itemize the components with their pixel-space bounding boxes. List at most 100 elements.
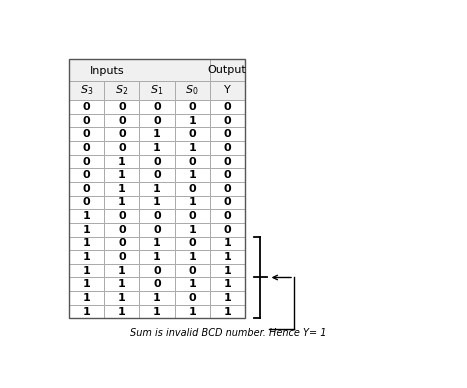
Bar xyxy=(104,250,140,264)
Text: 0: 0 xyxy=(118,252,126,262)
Text: 0: 0 xyxy=(223,102,231,112)
Bar xyxy=(210,100,245,114)
Text: 0: 0 xyxy=(153,170,161,180)
Bar xyxy=(69,264,104,277)
Text: 1: 1 xyxy=(118,293,126,303)
Text: Y: Y xyxy=(224,85,231,95)
Bar xyxy=(104,196,140,209)
Bar xyxy=(175,264,210,277)
Bar xyxy=(104,141,140,155)
Text: 0: 0 xyxy=(223,129,231,139)
Bar xyxy=(210,114,245,127)
Bar xyxy=(140,114,175,127)
Text: 1: 1 xyxy=(118,170,126,180)
Text: 1: 1 xyxy=(118,197,126,208)
Bar xyxy=(69,168,104,182)
Bar xyxy=(69,291,104,305)
Bar xyxy=(69,59,210,81)
Bar xyxy=(175,209,210,223)
Text: 0: 0 xyxy=(83,102,91,112)
Bar xyxy=(104,277,140,291)
Bar xyxy=(104,81,140,100)
Bar xyxy=(104,182,140,196)
Text: 0: 0 xyxy=(223,143,231,153)
Text: 0: 0 xyxy=(188,238,196,248)
Text: 0: 0 xyxy=(118,116,126,126)
Bar xyxy=(69,100,104,114)
Bar xyxy=(69,209,104,223)
Text: $S_2$: $S_2$ xyxy=(115,83,128,97)
Bar xyxy=(104,127,140,141)
Bar xyxy=(140,305,175,319)
Text: Inputs: Inputs xyxy=(90,66,125,76)
Bar xyxy=(210,168,245,182)
Bar xyxy=(104,155,140,168)
Bar xyxy=(210,182,245,196)
Bar xyxy=(210,264,245,277)
Text: 1: 1 xyxy=(83,266,91,275)
Text: 1: 1 xyxy=(83,307,91,317)
Text: 1: 1 xyxy=(223,238,231,248)
Bar xyxy=(140,141,175,155)
Text: 1: 1 xyxy=(188,307,196,317)
Text: 1: 1 xyxy=(153,197,161,208)
Bar xyxy=(104,168,140,182)
Text: 0: 0 xyxy=(118,238,126,248)
Bar xyxy=(69,196,104,209)
Bar xyxy=(175,277,210,291)
Bar xyxy=(69,305,104,319)
Bar xyxy=(104,264,140,277)
Bar xyxy=(175,155,210,168)
Bar xyxy=(69,182,104,196)
Text: 0: 0 xyxy=(223,197,231,208)
Text: 0: 0 xyxy=(153,279,161,289)
Bar xyxy=(210,127,245,141)
Text: 0: 0 xyxy=(83,197,91,208)
Bar xyxy=(140,127,175,141)
Text: 0: 0 xyxy=(83,116,91,126)
Bar xyxy=(210,305,245,319)
Text: 0: 0 xyxy=(223,116,231,126)
Text: 1: 1 xyxy=(83,252,91,262)
Text: 0: 0 xyxy=(153,266,161,275)
Bar xyxy=(175,223,210,237)
Bar xyxy=(104,223,140,237)
Text: 0: 0 xyxy=(118,225,126,235)
Text: 0: 0 xyxy=(188,129,196,139)
Text: 0: 0 xyxy=(188,211,196,221)
Text: 1: 1 xyxy=(188,170,196,180)
Bar xyxy=(175,291,210,305)
Text: 0: 0 xyxy=(118,143,126,153)
Text: 0: 0 xyxy=(223,156,231,166)
Text: 0: 0 xyxy=(153,156,161,166)
Text: 0: 0 xyxy=(188,293,196,303)
Text: 1: 1 xyxy=(153,238,161,248)
Text: 1: 1 xyxy=(223,266,231,275)
Bar xyxy=(69,223,104,237)
Bar xyxy=(175,305,210,319)
Text: 1: 1 xyxy=(188,116,196,126)
Text: 0: 0 xyxy=(83,170,91,180)
Text: 1: 1 xyxy=(153,129,161,139)
Bar xyxy=(140,209,175,223)
Bar xyxy=(104,114,140,127)
Text: 1: 1 xyxy=(83,211,91,221)
Text: 0: 0 xyxy=(83,156,91,166)
Text: 0: 0 xyxy=(118,102,126,112)
Text: 1: 1 xyxy=(188,143,196,153)
Bar xyxy=(175,114,210,127)
Bar xyxy=(140,264,175,277)
Text: 1: 1 xyxy=(223,307,231,317)
Text: 0: 0 xyxy=(188,102,196,112)
Bar xyxy=(175,168,210,182)
Bar xyxy=(140,237,175,250)
Bar xyxy=(210,250,245,264)
Bar xyxy=(69,114,104,127)
Text: 0: 0 xyxy=(153,211,161,221)
Bar xyxy=(210,209,245,223)
Text: 0: 0 xyxy=(223,211,231,221)
Bar xyxy=(140,291,175,305)
Bar xyxy=(175,81,210,100)
Bar xyxy=(210,81,245,100)
Text: 0: 0 xyxy=(153,116,161,126)
